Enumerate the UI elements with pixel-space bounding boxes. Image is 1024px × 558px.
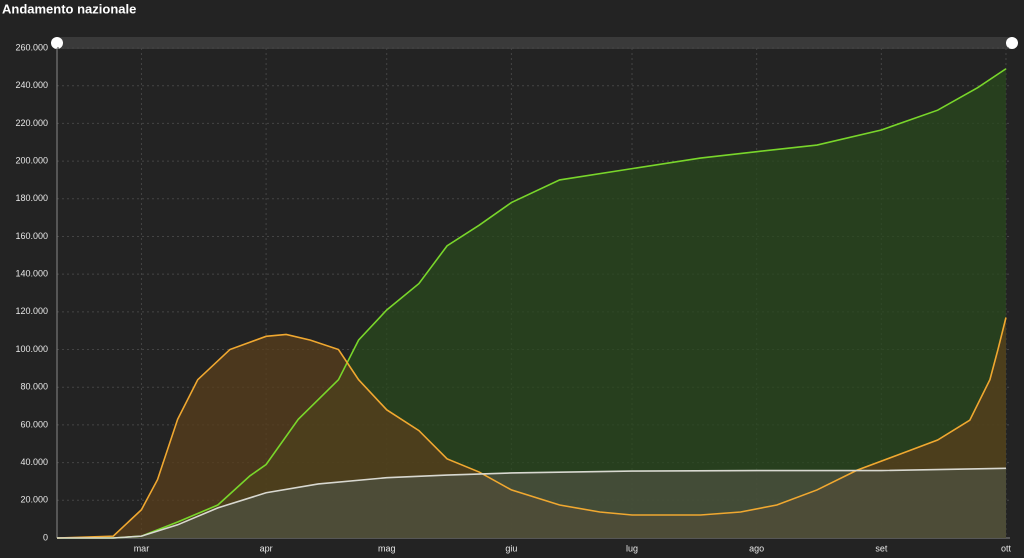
areas xyxy=(57,68,1006,538)
y-tick-label: 60.000 xyxy=(20,419,48,429)
y-tick-label: 20.000 xyxy=(20,495,48,505)
y-tick-label: 100.000 xyxy=(15,344,48,354)
y-tick-label: 260.000 xyxy=(15,42,48,52)
y-tick-label: 160.000 xyxy=(15,231,48,241)
y-tick-label: 220.000 xyxy=(15,118,48,128)
x-tick-label: set xyxy=(875,543,888,553)
area-line xyxy=(56,317,1007,539)
x-tick-label: apr xyxy=(260,543,273,553)
x-tick-label: ott xyxy=(1001,543,1012,553)
area-fill xyxy=(57,468,1006,538)
x-tick-label: lug xyxy=(626,543,638,553)
x-tick-label: mag xyxy=(378,543,396,553)
y-tick-label: 180.000 xyxy=(15,193,48,203)
y-tick-label: 0 xyxy=(43,532,48,542)
lines xyxy=(56,68,1007,539)
x-tick-label: ago xyxy=(749,543,764,553)
area-fill xyxy=(57,68,1006,538)
y-tick-label: 140.000 xyxy=(15,269,48,279)
y-tick-label: 40.000 xyxy=(20,457,48,467)
range-handle-left[interactable] xyxy=(51,37,63,49)
y-tick-label: 200.000 xyxy=(15,155,48,165)
x-tick-label: mar xyxy=(134,543,150,553)
range-handle-right[interactable] xyxy=(1006,37,1018,49)
y-tick-label: 80.000 xyxy=(20,382,48,392)
area-line xyxy=(57,68,1007,539)
chart-title: Andamento nazionale xyxy=(2,1,136,16)
area-fill xyxy=(57,317,1006,538)
labels: 0 20.000 40.000 60.000 80.000 100.000 120.000 1… xyxy=(15,42,1011,553)
area-line xyxy=(57,467,1006,539)
x-tick-label: giu xyxy=(505,543,517,553)
y-tick-label: 120.000 xyxy=(15,306,48,316)
y-tick-label: 240.000 xyxy=(15,80,48,90)
range-scrollbar[interactable] xyxy=(57,37,1012,49)
